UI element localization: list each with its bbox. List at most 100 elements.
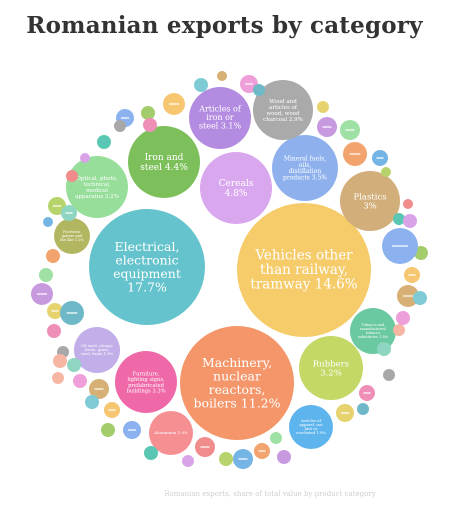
small-bubble[interactable] xyxy=(114,120,126,132)
bubble-circle[interactable] xyxy=(180,326,294,440)
bubble-mineral-fuels-oils-distillation-products[interactable]: Mineral fuels, oils, distillation products … xyxy=(272,135,338,201)
small-bubble-label-mark xyxy=(376,157,384,159)
small-bubble[interactable] xyxy=(270,432,282,444)
small-bubble-label-mark xyxy=(66,312,78,314)
small-bubble-label-mark xyxy=(322,126,332,128)
small-bubble-label-mark xyxy=(169,103,179,105)
bubble-circle[interactable] xyxy=(200,152,272,224)
bubble-vehicles-other-than-railway-tramway[interactable]: Vehicles other than railway, tramway 14.6% xyxy=(237,203,371,337)
footer-note: Romanian exports, share of total value b… xyxy=(164,490,376,498)
small-bubble[interactable] xyxy=(383,369,395,381)
small-bubble[interactable] xyxy=(101,423,115,437)
bubble-label: Mineral fuels, oils, distillation products … xyxy=(283,155,327,181)
small-bubble[interactable] xyxy=(253,84,265,96)
bubble-label: Tobacco and manufactured tobacco substitute… xyxy=(358,323,389,339)
small-bubble-label-mark xyxy=(52,205,62,207)
small-bubble-label-mark xyxy=(408,274,416,276)
small-bubble[interactable] xyxy=(403,199,413,209)
small-bubble[interactable] xyxy=(143,118,157,132)
chart-title: Romanian exports by category xyxy=(26,12,423,39)
bubble-footwear-gaiters-and-the-like[interactable]: Footwear, gaiters and the like 1.2% xyxy=(54,218,90,254)
bubble-circle[interactable] xyxy=(237,203,371,337)
small-bubble[interactable] xyxy=(393,213,405,225)
bubble-machinery-nuclear-reactors-boilers[interactable]: Machinery, nuclear reactors, boilers 11.2% xyxy=(180,326,294,440)
bubble-circle[interactable] xyxy=(74,327,120,373)
bubble-circle[interactable] xyxy=(289,405,333,449)
small-bubble[interactable] xyxy=(144,446,158,460)
small-bubble[interactable] xyxy=(277,450,291,464)
bubble-circle[interactable] xyxy=(253,80,313,140)
bubble-circle[interactable] xyxy=(299,336,363,400)
bubble-label: Rubbers 3.2% xyxy=(313,359,349,378)
small-bubble[interactable] xyxy=(357,403,369,415)
small-bubble-label-mark xyxy=(403,295,413,297)
small-bubble-label-mark xyxy=(238,458,248,460)
bubble-circle[interactable] xyxy=(272,135,338,201)
small-bubble[interactable] xyxy=(217,71,227,81)
small-bubble[interactable] xyxy=(381,167,391,177)
bubble-circle[interactable] xyxy=(128,126,200,198)
bubble-circle[interactable] xyxy=(89,209,205,325)
bubble-wood-and-articles-of-wood-wood-charcoal[interactable]: Wood and articles of wood, wood charcoal 2.… xyxy=(253,80,313,140)
small-bubble[interactable] xyxy=(413,291,427,305)
small-bubble[interactable] xyxy=(67,358,81,372)
small-bubble[interactable] xyxy=(52,372,64,384)
bubble-aluminium[interactable]: Aluminium 1.9% xyxy=(149,411,193,455)
small-bubble[interactable] xyxy=(182,455,194,467)
bubble-label: Electrical, electronic equipment 17.7% xyxy=(113,238,181,294)
small-bubble-label-mark xyxy=(349,153,361,155)
small-bubble[interactable] xyxy=(66,170,78,182)
small-bubble[interactable] xyxy=(85,395,99,409)
small-bubble[interactable] xyxy=(317,101,329,113)
bubble-circle[interactable] xyxy=(189,87,251,149)
small-bubble-label-mark xyxy=(37,293,47,295)
bubble-label: Cereals 4.8% xyxy=(219,179,254,199)
small-bubble[interactable] xyxy=(393,324,405,336)
small-bubble[interactable] xyxy=(46,249,60,263)
small-bubble[interactable] xyxy=(80,153,90,163)
small-bubble-label-mark xyxy=(340,412,350,414)
small-bubble[interactable] xyxy=(403,214,417,228)
small-bubble-label-mark xyxy=(51,310,59,312)
small-bubble[interactable] xyxy=(43,217,53,227)
small-bubble-label-mark xyxy=(258,450,266,452)
bubble-label: Machinery, nuclear reactors, boilers 11.2% xyxy=(194,354,281,410)
small-bubble[interactable] xyxy=(47,324,61,338)
bubble-label: Articles of apparel, not knit or crocheted … xyxy=(296,418,326,435)
bubble-articles-of-apparel-not-knit-or-crocheted[interactable]: Articles of apparel, not knit or crocheted … xyxy=(289,405,333,449)
small-bubble-label-mark xyxy=(108,409,116,411)
small-bubble[interactable] xyxy=(53,354,67,368)
small-bubble[interactable] xyxy=(73,374,87,388)
small-bubble-label-mark xyxy=(65,212,73,214)
small-bubble[interactable] xyxy=(396,311,410,325)
bubble-oil-seed-oleagic-fruits-grain-seed-fruits[interactable]: Oil seed, oleagic fruits, grain, seed, fru… xyxy=(74,327,120,373)
bubble-label: Oil seed, oleagic fruits, grain, seed, fru… xyxy=(81,343,114,356)
bubble-label: Footwear, gaiters and the like 1.2% xyxy=(60,230,84,242)
bubble-plastics[interactable]: Plastics 3% xyxy=(340,171,400,231)
bubble-articles-of-iron-or-steel[interactable]: Articles of iron or steel 3.1% xyxy=(189,87,251,149)
bubble-label: Vehicles other than railway, tramway 14.6% xyxy=(250,247,357,292)
bubble-circle[interactable] xyxy=(149,411,193,455)
bubble-circle[interactable] xyxy=(340,171,400,231)
bubble-cereals[interactable]: Cereals 4.8% xyxy=(200,152,272,224)
small-bubble[interactable] xyxy=(39,268,53,282)
bubble-circle[interactable] xyxy=(66,156,128,218)
small-bubble-label-mark xyxy=(244,83,254,85)
small-bubble[interactable] xyxy=(141,106,155,120)
small-bubble[interactable] xyxy=(377,342,391,356)
bubble-optical-photo-technical-medical-apparatus[interactable]: Optical, photo, technical, medical apparatu… xyxy=(66,156,128,218)
small-bubble-label-mark xyxy=(200,446,210,448)
small-bubble[interactable] xyxy=(97,135,111,149)
bubble-electrical-electronic-equipment[interactable]: Electrical, electronic equipment 17.7% xyxy=(89,209,205,325)
bubble-iron-and-steel[interactable]: Iron and steel 4.4% xyxy=(128,126,200,198)
bubble-label: Furniture, lighting signs, prefabricated bu… xyxy=(126,371,165,394)
bubble-rubbers[interactable]: Rubbers 3.2% xyxy=(299,336,363,400)
small-bubble[interactable] xyxy=(194,78,208,92)
bubble-furniture-lighting-signs-prefabricated-buildings[interactable]: Furniture, lighting signs, prefabricated bu… xyxy=(115,351,177,413)
small-bubble-label-mark xyxy=(94,388,104,390)
bubble-label: Articles of iron or steel 3.1% xyxy=(198,104,242,130)
bubble-circle[interactable] xyxy=(115,351,177,413)
small-bubble[interactable] xyxy=(219,452,233,466)
bubble-circle[interactable] xyxy=(54,218,90,254)
